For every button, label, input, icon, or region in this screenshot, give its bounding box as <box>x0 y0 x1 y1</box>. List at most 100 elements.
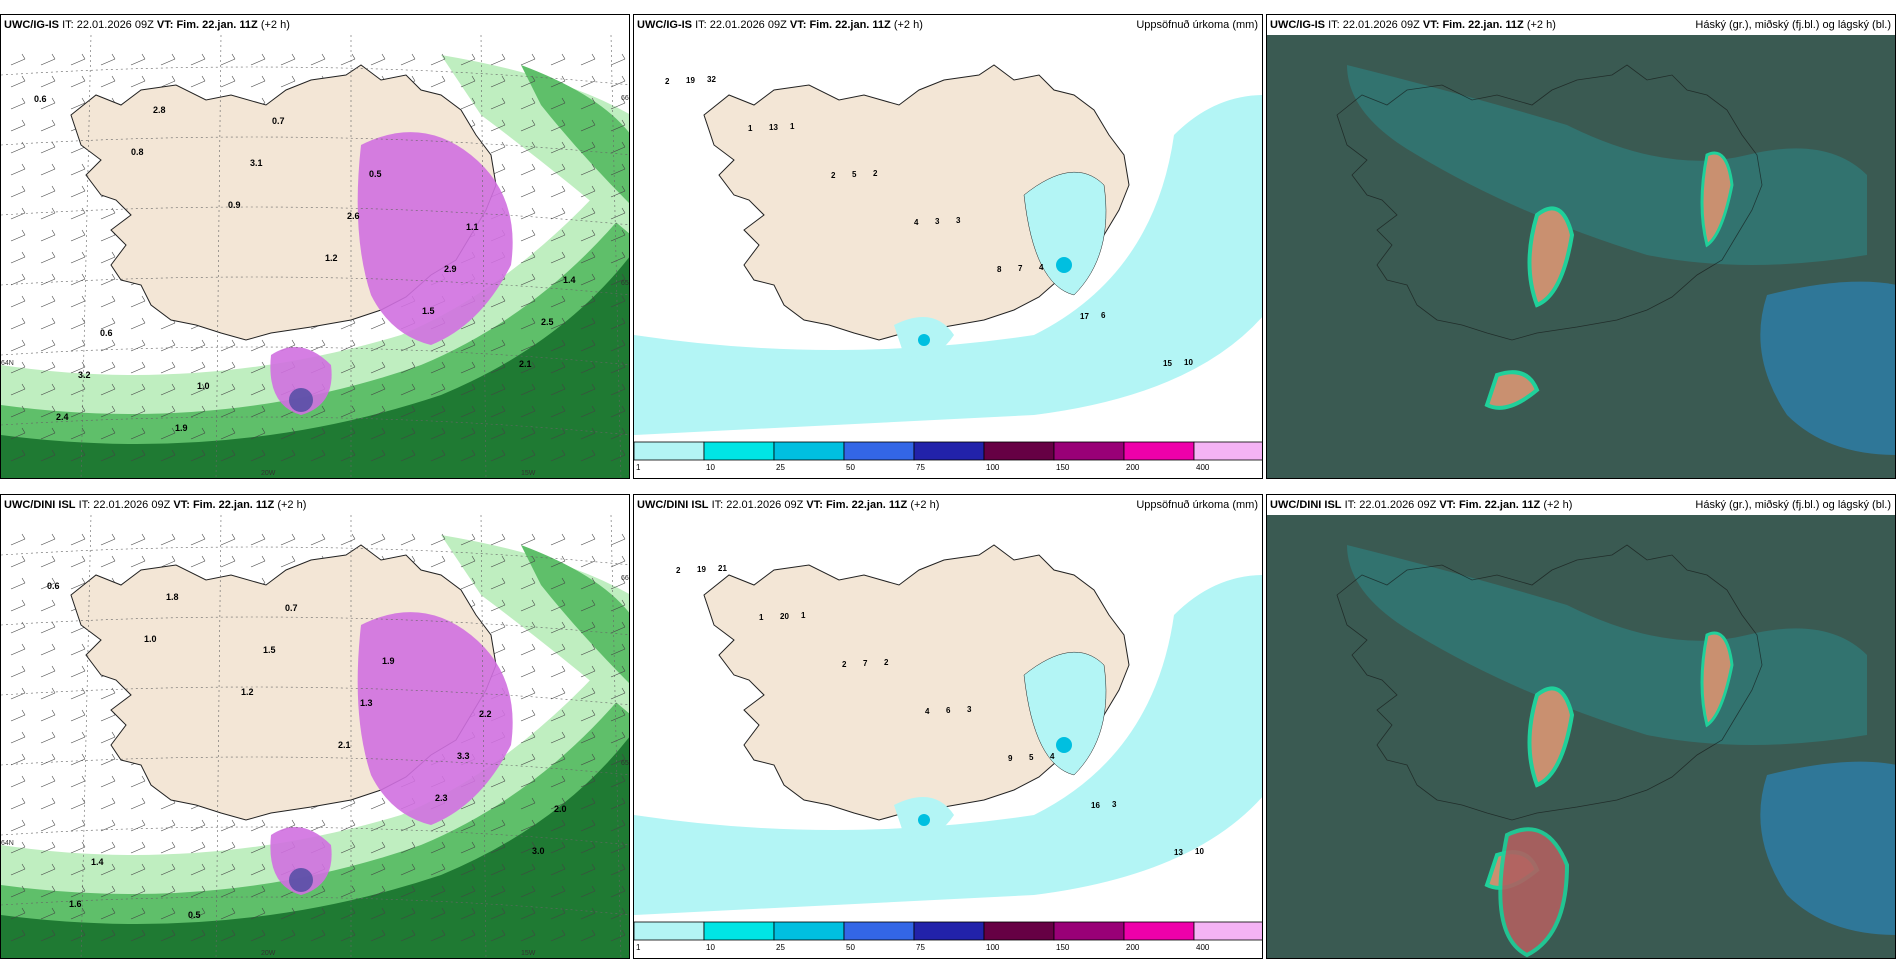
legend-swatch <box>1193 921 1262 941</box>
panel-snow-dini[interactable]: UWC/DINI ISL IT: 22.01.2026 09Z VT: Fim.… <box>0 494 630 959</box>
panel-cloud-igis[interactable]: UWC/IG-IS IT: 22.01.2026 09Z VT: Fim. 22… <box>1266 14 1896 479</box>
snow-value: 1.4 <box>563 275 576 285</box>
legend-swatch <box>1053 441 1125 461</box>
precip-value: 3 <box>935 217 940 226</box>
lead-time: (+2 h) <box>910 499 940 511</box>
lead-time: (+2 h) <box>1543 499 1573 511</box>
legend-label: 400 <box>1196 463 1210 472</box>
panel-precip-igis[interactable]: UWC/IG-IS IT: 22.01.2026 09Z VT: Fim. 22… <box>633 14 1263 479</box>
lead-time: (+2 h) <box>277 499 307 511</box>
precip-value: 3 <box>1112 800 1117 809</box>
snow-value: 0.7 <box>285 603 298 613</box>
grid-label: 66N <box>621 95 630 102</box>
precip-value: 9 <box>1008 754 1013 763</box>
precip-value: 32 <box>707 75 716 84</box>
precip-value: 15 <box>1163 359 1172 368</box>
snow-value: 2.3 <box>435 793 448 803</box>
legend-swatch <box>1123 441 1195 461</box>
vt-value: Fim. 22.jan. 11Z <box>1458 499 1541 511</box>
legend-swatch <box>913 441 985 461</box>
legend-label: 1 <box>636 943 641 952</box>
legend-label: 150 <box>1056 463 1070 472</box>
snow-value: 0.6 <box>34 94 47 104</box>
legend-label: 150 <box>1056 943 1070 952</box>
snow-value: 1.9 <box>175 423 188 433</box>
snow-value: 3.2 <box>78 370 91 380</box>
precip-value: 4 <box>914 218 919 227</box>
panel-header: UWC/DINI ISL IT: 22.01.2026 09Z VT: Fim.… <box>634 495 1262 515</box>
snow-value: 3.0 <box>532 846 545 856</box>
legend-swatch <box>843 921 915 941</box>
precip-value: 1 <box>790 122 795 131</box>
precip-map: 2 1 2 4 8 17 15 19 13 5 3 7 6 10 32 1 2 3 4 1 10 25 50 75 100 150… <box>634 35 1262 478</box>
vt-value: Fim. 22.jan. 11Z <box>192 499 275 511</box>
it-label: IT: <box>711 499 724 511</box>
snow-value: 1.2 <box>325 253 338 263</box>
panel-cloud-dini[interactable]: UWC/DINI ISL IT: 22.01.2026 09Z VT: Fim.… <box>1266 494 1896 959</box>
it-value: 22.01.2026 09Z <box>726 499 804 511</box>
precip-value: 1 <box>759 613 764 622</box>
panel-right-title: Háský (gr.), miðský (fj.bl.) og lágský (… <box>1695 19 1891 31</box>
precip-legend: 1 10 25 50 75 100 150 200 400 <box>634 441 1262 472</box>
legend-swatch <box>703 441 775 461</box>
legend-swatch <box>773 921 845 941</box>
snow-value: 3.3 <box>457 751 470 761</box>
precip-value: 8 <box>997 265 1002 274</box>
vt-value: Fim. 22.jan. 11Z <box>1442 19 1524 31</box>
model-name: UWC/IG-IS <box>637 19 692 31</box>
snow-value: 0.6 <box>100 328 113 338</box>
cloud-map <box>1267 35 1895 478</box>
panel-snow-igis[interactable]: UWC/IG-IS IT: 22.01.2026 09Z VT: Fim. 22… <box>0 14 630 479</box>
panel-header: UWC/IG-IS IT: 22.01.2026 09Z VT: Fim. 22… <box>634 15 1262 35</box>
legend-label: 100 <box>986 943 1000 952</box>
legend-swatch <box>1193 441 1262 461</box>
precip-value: 7 <box>1018 264 1023 273</box>
panel-header: UWC/DINI ISL IT: 22.01.2026 09Z VT: Fim.… <box>1267 495 1895 515</box>
vt-label: VT: <box>156 19 174 31</box>
grid-label: 20W <box>261 470 276 477</box>
panel-precip-dini[interactable]: UWC/DINI ISL IT: 22.01.2026 09Z VT: Fim.… <box>633 494 1263 959</box>
precip-value: 6 <box>1101 311 1106 320</box>
precip-values: 2 1 2 4 8 17 15 19 13 5 3 7 6 10 32 1 2 3 4 <box>665 75 1193 368</box>
precip-value: 13 <box>1174 848 1183 857</box>
legend-swatch <box>1053 921 1125 941</box>
legend-label: 75 <box>916 463 925 472</box>
graticule <box>1 515 629 958</box>
snow-value: 3.1 <box>250 158 263 168</box>
panel-right-title: Háský (gr.), miðský (fj.bl.) og lágský (… <box>1695 499 1891 511</box>
grid-label: 15W <box>521 950 536 957</box>
vt-value: Fim. 22.jan. 11Z <box>809 19 891 31</box>
snow-value: 0.9 <box>228 200 241 210</box>
cloud-map <box>1267 515 1895 958</box>
snow-values: 0.6 0.8 0.9 1.2 1.5 2.1 2.4 2.8 3.1 2.6 2.9 2.5 3.2 1… <box>34 94 576 433</box>
legend-swatch <box>703 921 775 941</box>
snow-value: 0.5 <box>369 169 382 179</box>
snow-value: 1.8 <box>166 592 179 602</box>
panel-header: UWC/IG-IS IT: 22.01.2026 09Z VT: Fim. 22… <box>1 15 629 35</box>
precip-value: 21 <box>718 564 727 573</box>
precip-value: 3 <box>956 216 961 225</box>
legend-label: 25 <box>776 463 785 472</box>
graticule <box>1 35 629 478</box>
precip-value: 4 <box>1039 263 1044 272</box>
snow-value: 2.4 <box>56 412 69 422</box>
precip-value: 1 <box>801 611 806 620</box>
it-value: 22.01.2026 09Z <box>1359 499 1437 511</box>
grid-label: 66N <box>621 575 630 582</box>
precip-value: 4 <box>1050 752 1055 761</box>
it-label: IT: <box>1328 19 1340 31</box>
it-label: IT: <box>62 19 74 31</box>
snow-value: 1.0 <box>144 634 157 644</box>
legend-label: 25 <box>776 943 785 952</box>
snow-value: 0.7 <box>272 116 285 126</box>
precip-value: 2 <box>842 660 847 669</box>
snow-value: 1.6 <box>69 899 82 909</box>
snow-value: 0.5 <box>188 910 201 920</box>
legend-swatch <box>634 921 705 941</box>
vt-label: VT: <box>1422 19 1440 31</box>
legend-label: 50 <box>846 463 855 472</box>
snow-value: 1.1 <box>466 222 479 232</box>
lead-time: (+2 h) <box>893 19 923 31</box>
snow-value: 2.2 <box>479 709 492 719</box>
